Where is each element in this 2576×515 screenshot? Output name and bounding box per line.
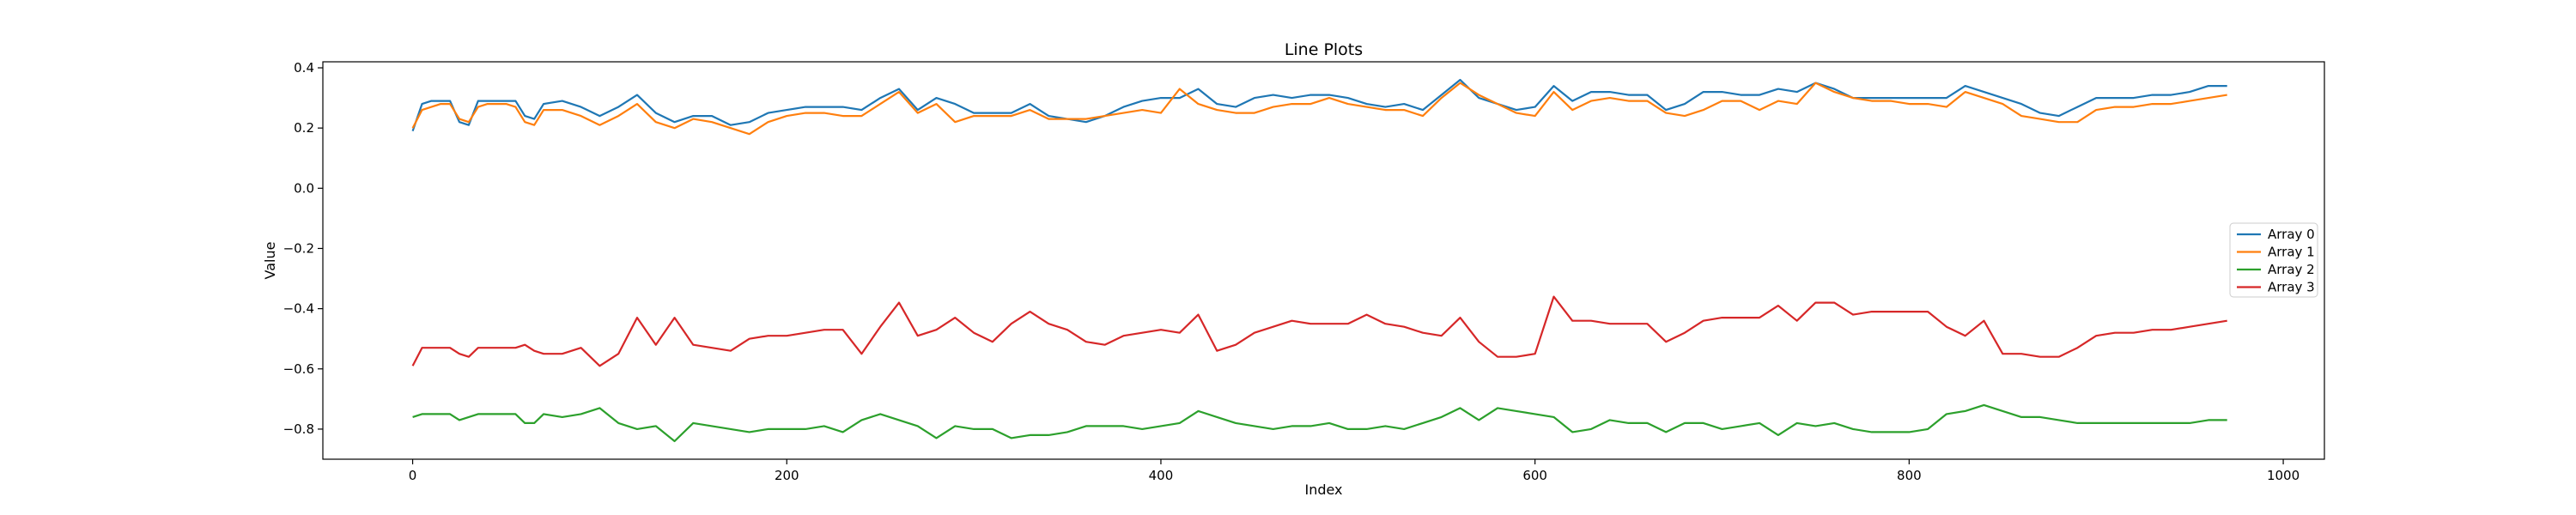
x-tick-label: 400 (1149, 468, 1174, 483)
legend-label-array-2: Array 2 (2268, 262, 2315, 277)
y-tick-label: −0.8 (283, 421, 314, 437)
legend: Array 0 Array 1 Array 2 Array 3 (2229, 222, 2318, 298)
axes-frame (322, 61, 2325, 460)
plot-area (411, 78, 2227, 443)
y-tick-label: −0.2 (283, 240, 314, 256)
legend-box (2229, 222, 2318, 298)
x-tick-label: 800 (1897, 468, 1922, 483)
y-tick-label: −0.6 (283, 361, 314, 377)
legend-label-array-1: Array 1 (2268, 245, 2315, 260)
axes: 0 200 400 600 800 1000 0.4 0.2 0.0 −0.2 −0.4 −0.6 −0… (283, 60, 2325, 483)
y-tick-label: 0.0 (294, 180, 314, 196)
y-axis-label: Value (262, 242, 278, 280)
y-tick-label: −0.4 (283, 301, 314, 317)
x-tick-label: 200 (775, 468, 799, 483)
x-tick-label: 600 (1522, 468, 1547, 483)
series-line-array-0 (411, 78, 2227, 132)
y-tick-label: 0.2 (294, 120, 314, 136)
legend-label-array-3: Array 3 (2268, 280, 2315, 295)
series-line-array-2 (412, 403, 2227, 443)
x-tick-label: 1000 (2267, 468, 2300, 483)
y-tick-label: 0.4 (294, 60, 314, 76)
chart-title: Line Plots (1285, 40, 1363, 59)
series-line-array-1 (411, 82, 2227, 136)
legend-label-array-0: Array 0 (2268, 227, 2315, 242)
series-line-array-3 (411, 295, 2227, 367)
x-tick-label: 0 (409, 468, 417, 483)
x-axis-label: Index (1304, 482, 1342, 498)
